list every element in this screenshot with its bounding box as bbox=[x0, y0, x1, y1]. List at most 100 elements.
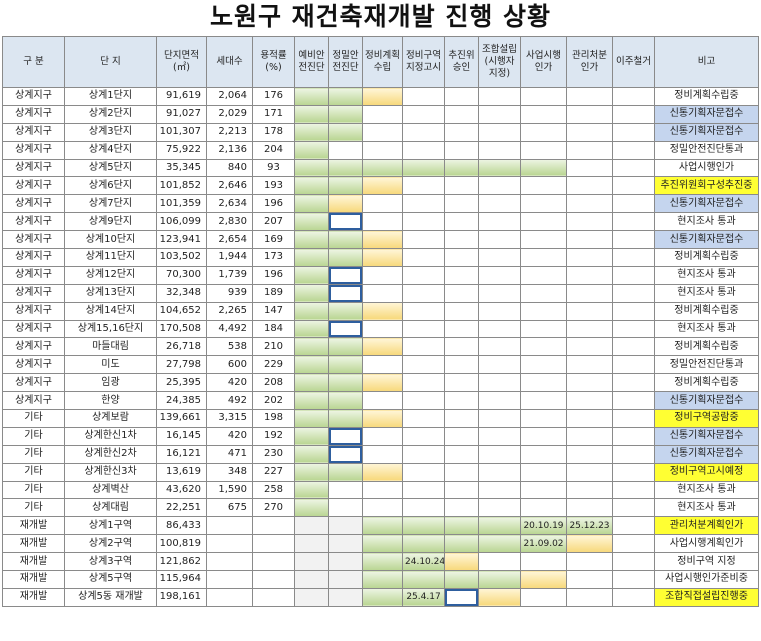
stage-cell-8 bbox=[566, 337, 613, 357]
cell-danji: 상계1단지 bbox=[64, 87, 157, 106]
cell-note: 정비계획수립중 bbox=[654, 301, 759, 321]
stage-cell-8 bbox=[566, 122, 613, 142]
cell-households: 939 bbox=[206, 283, 253, 303]
stage-cell-3 bbox=[362, 534, 403, 554]
cell-households: 2,265 bbox=[206, 301, 253, 321]
stage-cell-1 bbox=[294, 319, 329, 339]
stage-cell-9 bbox=[612, 176, 655, 196]
stage-cell-9 bbox=[612, 104, 655, 124]
cell-note: 현지조사 통과 bbox=[654, 212, 759, 232]
stage-cell-9 bbox=[612, 319, 655, 339]
stage-cell-6 bbox=[478, 283, 521, 303]
cell-households: 420 bbox=[206, 373, 253, 393]
header-row: 구 분 단 지 단지면적 (㎡) 세대수 용적률 (%) 예비안 전진단 정밀안… bbox=[2, 36, 759, 88]
stage-cell-5 bbox=[444, 373, 479, 393]
cell-note: 신통기획자문접수 bbox=[654, 194, 759, 214]
stage-cell-2 bbox=[328, 212, 363, 232]
stage-cell-8 bbox=[566, 87, 613, 106]
cell-area: 86,433 bbox=[156, 516, 207, 536]
stage-cell-9 bbox=[612, 230, 655, 250]
table-row: 재개발 상계3구역 121,862 24.10.24 정비구역 지정 bbox=[2, 552, 759, 572]
cell-area: 100,819 bbox=[156, 534, 207, 554]
cell-danji: 상계11단지 bbox=[64, 248, 157, 267]
stage-cell-4 bbox=[402, 104, 445, 124]
stage-cell-1 bbox=[294, 158, 329, 178]
cell-households: 2,029 bbox=[206, 104, 253, 124]
stage-cell-6 bbox=[478, 301, 521, 321]
cell-far bbox=[252, 534, 295, 554]
cell-far: 210 bbox=[252, 337, 295, 357]
stage-cell-8 bbox=[566, 570, 613, 589]
stage-cell-3 bbox=[362, 158, 403, 178]
cell-households: 492 bbox=[206, 391, 253, 411]
stage-cell-1 bbox=[294, 140, 329, 160]
cell-gubun: 상계지구 bbox=[2, 355, 65, 375]
stage-cell-1 bbox=[294, 552, 329, 572]
stage-cell-6 bbox=[478, 319, 521, 339]
stage-cell-3 bbox=[362, 122, 403, 142]
cell-area: 170,508 bbox=[156, 319, 207, 339]
stage-cell-6 bbox=[478, 480, 521, 500]
stage-cell-5 bbox=[444, 480, 479, 500]
cell-far: 192 bbox=[252, 426, 295, 446]
stage-cell-8 bbox=[566, 176, 613, 196]
stage-cell-7: 20.10.19 bbox=[520, 516, 567, 536]
stage-cell-3 bbox=[362, 570, 403, 589]
cell-area: 27,798 bbox=[156, 355, 207, 375]
cell-area: 104,652 bbox=[156, 301, 207, 321]
stage-cell-3 bbox=[362, 480, 403, 500]
stage-cell-7 bbox=[520, 552, 567, 572]
cell-danji: 상계3구역 bbox=[64, 552, 157, 572]
stage-cell-3 bbox=[362, 355, 403, 375]
cell-far: 147 bbox=[252, 301, 295, 321]
stage-cell-6 bbox=[478, 355, 521, 375]
stage-cell-2 bbox=[328, 176, 363, 196]
cell-area: 115,964 bbox=[156, 570, 207, 589]
cell-note: 사업시행계획인가 bbox=[654, 534, 759, 554]
stage-cell-8 bbox=[566, 319, 613, 339]
stage-cell-7 bbox=[520, 283, 567, 303]
stage-cell-4 bbox=[402, 373, 445, 393]
cell-note: 신통기획자문접수 bbox=[654, 230, 759, 250]
cell-note: 추진위원회구성추진중 bbox=[654, 176, 759, 196]
stage-cell-4 bbox=[402, 248, 445, 267]
cell-gubun: 재개발 bbox=[2, 587, 65, 607]
cell-far: 230 bbox=[252, 444, 295, 464]
cell-danji: 상계9단지 bbox=[64, 212, 157, 232]
stage-cell-9 bbox=[612, 409, 655, 428]
cell-households: 471 bbox=[206, 444, 253, 464]
stage-cell-4 bbox=[402, 426, 445, 446]
cell-households: 2,830 bbox=[206, 212, 253, 232]
stage-cell-5 bbox=[444, 444, 479, 464]
stage-cell-6 bbox=[478, 158, 521, 178]
cell-gubun: 상계지구 bbox=[2, 319, 65, 339]
stage-cell-2 bbox=[328, 587, 363, 607]
stage-cell-3 bbox=[362, 283, 403, 303]
cell-area: 101,307 bbox=[156, 122, 207, 142]
status-table: 구 분 단 지 단지면적 (㎡) 세대수 용적률 (%) 예비안 전진단 정밀안… bbox=[2, 36, 759, 607]
cell-area: 22,251 bbox=[156, 498, 207, 518]
stage-cell-5 bbox=[444, 462, 479, 482]
stage-cell-4 bbox=[402, 570, 445, 589]
stage-cell-9 bbox=[612, 444, 655, 464]
table-row: 기타 상계대림 22,251 675 270 현지조사 통과 bbox=[2, 498, 759, 518]
stage-cell-4 bbox=[402, 230, 445, 250]
table-row: 상계지구 상계6단지 101,852 2,646 193 추진위원회구성추진중 bbox=[2, 176, 759, 196]
table-row: 상계지구 임광 25,395 420 208 정비계획수립중 bbox=[2, 373, 759, 393]
cell-households: 538 bbox=[206, 337, 253, 357]
cell-note: 현지조사 통과 bbox=[654, 480, 759, 500]
cell-area: 198,161 bbox=[156, 587, 207, 607]
cell-gubun: 기타 bbox=[2, 426, 65, 446]
cell-far: 196 bbox=[252, 265, 295, 285]
cell-danji: 상계5단지 bbox=[64, 158, 157, 178]
stage-cell-3 bbox=[362, 212, 403, 232]
stage-cell-5 bbox=[444, 409, 479, 428]
stage-cell-7 bbox=[520, 480, 567, 500]
stage-cell-1 bbox=[294, 212, 329, 232]
stage-cell-2 bbox=[328, 409, 363, 428]
stage-cell-6 bbox=[478, 444, 521, 464]
cell-danji: 상계1구역 bbox=[64, 516, 157, 536]
cell-area: 75,922 bbox=[156, 140, 207, 160]
cell-gubun: 상계지구 bbox=[2, 373, 65, 393]
stage-cell-6 bbox=[478, 391, 521, 411]
